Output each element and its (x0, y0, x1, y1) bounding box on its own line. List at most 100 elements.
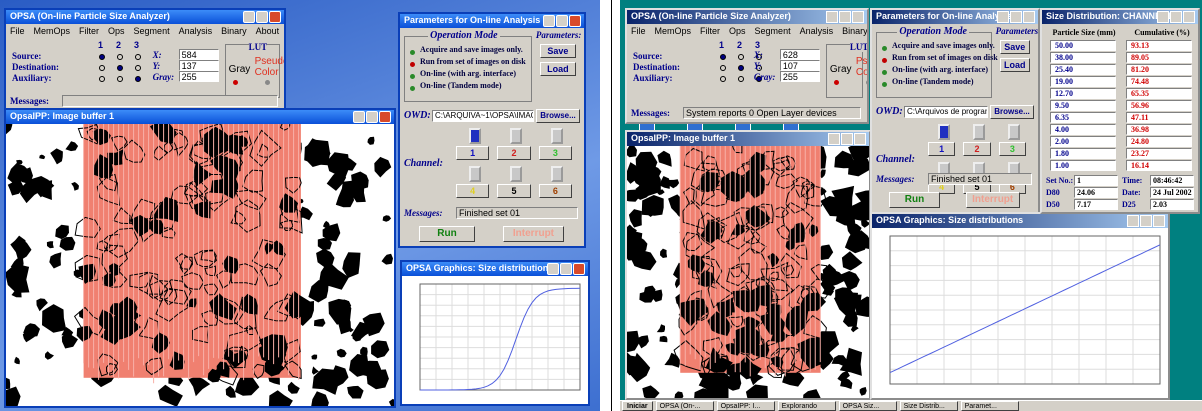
menu-item[interactable]: File (631, 24, 646, 38)
window-button[interactable] (366, 111, 378, 123)
window-button[interactable] (379, 111, 391, 123)
radio[interactable] (117, 54, 123, 60)
radio[interactable] (410, 86, 415, 91)
radio[interactable] (882, 46, 887, 51)
menu-item[interactable]: MemOps (655, 24, 692, 38)
radio[interactable] (99, 65, 105, 71)
menu-item[interactable]: Filter (700, 24, 720, 38)
radio[interactable] (410, 50, 415, 55)
title-bar: Size Distribution: CHANNEL1 (1042, 10, 1198, 24)
load-button[interactable]: Load (540, 62, 576, 76)
start-button[interactable]: Iniciar (622, 401, 653, 411)
radio[interactable] (738, 76, 744, 82)
task-button[interactable]: OpsaIPP: I... (717, 401, 775, 411)
window-button[interactable] (841, 133, 853, 145)
radio[interactable] (720, 54, 726, 60)
window-button[interactable] (1023, 11, 1035, 23)
window-button[interactable] (854, 133, 866, 145)
channel-button[interactable]: 2 (497, 146, 530, 160)
task-button[interactable]: Paramet... (961, 401, 1019, 411)
channel-button[interactable]: 6 (539, 184, 572, 198)
window-button[interactable] (1157, 11, 1169, 23)
radio[interactable] (720, 76, 726, 82)
menu-item[interactable]: MemOps (34, 24, 71, 38)
window-button[interactable] (556, 15, 568, 27)
menu-item[interactable]: Binary (842, 24, 868, 38)
menu-item[interactable]: Analysis (800, 24, 834, 38)
browse-button[interactable]: Browse... (990, 105, 1034, 119)
radio[interactable] (738, 65, 744, 71)
browse-button[interactable]: Browse... (536, 109, 580, 123)
window-button[interactable] (1140, 215, 1152, 227)
window-button[interactable] (1153, 215, 1165, 227)
radio[interactable] (866, 80, 869, 85)
save-button[interactable]: Save (1000, 40, 1030, 54)
channel-button[interactable]: 3 (539, 146, 572, 160)
window-button[interactable] (826, 11, 838, 23)
run-button[interactable]: Run (419, 226, 475, 242)
menu-item[interactable]: File (10, 24, 25, 38)
save-button[interactable]: Save (540, 44, 576, 58)
window-button[interactable] (573, 263, 585, 275)
task-button[interactable]: Size Distrib... (900, 401, 958, 411)
radio[interactable] (265, 80, 270, 85)
window-button[interactable] (839, 11, 851, 23)
menu-item[interactable]: Segment (134, 24, 170, 38)
radio[interactable] (410, 62, 415, 67)
window-button[interactable] (1127, 215, 1139, 227)
radio[interactable] (738, 54, 744, 60)
menu-item[interactable]: Binary (221, 24, 247, 38)
window-button[interactable] (256, 11, 268, 23)
mode-option: On-line (Tandem mode) (892, 77, 974, 86)
window-button[interactable] (828, 133, 840, 145)
menu-item[interactable]: Ops (729, 24, 746, 38)
radio[interactable] (99, 76, 105, 82)
window-button[interactable] (997, 11, 1009, 23)
channel-button[interactable]: 1 (928, 142, 955, 156)
channel-button[interactable]: 5 (497, 184, 530, 198)
radio[interactable] (117, 65, 123, 71)
window-button[interactable] (852, 11, 864, 23)
window-button[interactable] (243, 11, 255, 23)
radio[interactable] (233, 80, 238, 85)
radio[interactable] (117, 76, 123, 82)
menu-item[interactable]: Filter (79, 24, 99, 38)
menu-item[interactable]: Ops (108, 24, 125, 38)
radio[interactable] (410, 74, 415, 79)
channel-button[interactable]: 3 (999, 142, 1026, 156)
window-button[interactable] (1170, 11, 1182, 23)
radio[interactable] (135, 76, 141, 82)
task-button[interactable]: OPSA Siz... (839, 401, 897, 411)
radio[interactable] (99, 54, 105, 60)
window-button[interactable] (543, 15, 555, 27)
interrupt-button[interactable]: Interrupt (966, 192, 1020, 208)
channel-button[interactable]: 4 (456, 184, 489, 198)
window-button[interactable] (269, 11, 281, 23)
radio[interactable] (720, 65, 726, 71)
radio[interactable] (882, 58, 887, 63)
window-title: OPSA Graphics: Size distributions (406, 263, 553, 273)
task-button[interactable]: OPSA (On-... (656, 401, 714, 411)
menu-item[interactable]: Analysis (179, 24, 213, 38)
run-button[interactable]: Run (889, 192, 940, 208)
window-button[interactable] (353, 111, 365, 123)
window-button[interactable] (1183, 11, 1195, 23)
interrupt-button[interactable]: Interrupt (503, 226, 563, 242)
menu-item[interactable]: About (256, 24, 280, 38)
channel-button[interactable]: 2 (963, 142, 990, 156)
radio[interactable] (135, 65, 141, 71)
window-button[interactable] (560, 263, 572, 275)
window-button[interactable] (569, 15, 581, 27)
load-button[interactable]: Load (1000, 58, 1030, 72)
window-button[interactable] (547, 263, 559, 275)
radio[interactable] (135, 54, 141, 60)
radio[interactable] (882, 70, 887, 75)
mode-title: Operation Mode (428, 30, 500, 41)
channel-button[interactable]: 1 (456, 146, 489, 160)
radio[interactable] (834, 80, 839, 85)
menu-item[interactable]: Segment (755, 24, 791, 38)
radio[interactable] (882, 82, 887, 87)
window-body: File MemOps Filter Ops Segment Analysis Binary… (6, 24, 284, 110)
task-button[interactable]: Explorando (778, 401, 836, 411)
window-button[interactable] (1010, 11, 1022, 23)
